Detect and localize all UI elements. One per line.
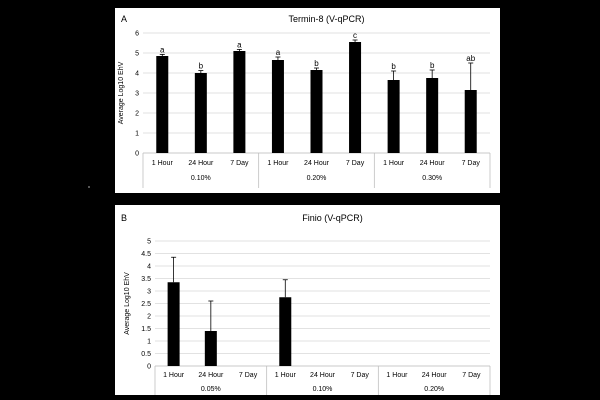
chart-b-category-label: 7 Day: [351, 372, 370, 379]
chart-a-ytick-label: 5: [135, 51, 139, 58]
chart-a-ytick-label: 4: [135, 71, 139, 78]
chart-a-bar: [233, 51, 246, 153]
chart-b-bar: [167, 282, 180, 366]
chart-b-bar: [204, 331, 217, 366]
chart-b-ytick-label: 4: [147, 264, 151, 271]
chart-b-bar: [279, 297, 292, 366]
chart-b-group-label: 0.20%: [424, 386, 444, 393]
chart-a-category-label: 1 Hour: [383, 160, 405, 167]
chart-b-category-label: 24 Hour: [310, 372, 336, 379]
chart-b-ytick-label: 0.5: [141, 351, 151, 358]
chart-b-ytick-label: 0: [147, 364, 151, 371]
chart-b-category-label: 1 Hour: [163, 372, 185, 379]
chart-b-ytick-label: 1: [147, 339, 151, 346]
chart-a-bar: [310, 70, 323, 153]
chart-b-category-label: 7 Day: [462, 372, 481, 379]
chart-a-significance-letter: b: [314, 59, 319, 68]
chart-a-svg: A Termin-8 (V-qPCR) 0 1 2 3 4 5 6 Average Log10 E…: [118, 14, 491, 188]
chart-a-significance-letter: a: [276, 48, 281, 57]
chart-a-ytick-label: 2: [135, 111, 139, 118]
chart-b-category-label: 24 Hour: [422, 372, 448, 379]
chart-a-ytick-label: 1: [135, 131, 139, 138]
chart-panel-a: A Termin-8 (V-qPCR) 0 1 2 3 4 5 6 Average Log10 E…: [115, 8, 500, 193]
chart-b-ytick-label: 4.5: [141, 251, 151, 258]
chart-a-significance-letter: b: [430, 61, 435, 70]
chart-a-significance-letter: ab: [466, 54, 475, 63]
chart-a-bar: [156, 56, 169, 153]
chart-a-category-label: 7 Day: [230, 160, 249, 167]
chart-panel-b: B Finio (V-qPCR) 0 0.5 1 1.5 2 2.5 3 3.5 4 4.5 5 Aver…: [115, 205, 500, 395]
chart-a-bar: [349, 42, 362, 153]
chart-a-category-label: 7 Day: [462, 160, 481, 167]
chart-b-group-label: 0.10%: [313, 386, 333, 393]
chart-b-ytick-label: 3.5: [141, 276, 151, 283]
chart-a-significance-letter: b: [391, 62, 396, 71]
chart-b-ytick-label: 2.5: [141, 301, 151, 308]
chart-a-bar: [426, 78, 439, 153]
chart-b-group-label: 0.05%: [201, 386, 221, 393]
chart-a-significance-letter: a: [160, 45, 165, 54]
chart-b-ytick-label: 1.5: [141, 326, 151, 333]
chart-a-significance-letter: b: [199, 62, 204, 71]
chart-b-panel-label: B: [121, 213, 127, 223]
chart-b-ytick-label: 3: [147, 289, 151, 296]
chart-a-bar: [271, 60, 284, 153]
chart-a-significance-letter: a: [237, 40, 242, 49]
chart-a-ytick-label: 3: [135, 91, 139, 98]
chart-a-ylabel: Average Log10 EhV: [118, 61, 125, 124]
chart-a-category-label: 7 Day: [346, 160, 365, 167]
chart-b-category-label: 24 Hour: [198, 372, 224, 379]
chart-b-ytick-label: 2: [147, 314, 151, 321]
chart-b-category-label: 1 Hour: [386, 372, 408, 379]
chart-a-group-label: 0.10%: [191, 175, 211, 182]
chart-a-category-label: 1 Hour: [152, 160, 174, 167]
chart-a-ytick-label: 6: [135, 31, 139, 38]
chart-a-group-label: 0.20%: [307, 175, 327, 182]
chart-b-title: Finio (V-qPCR): [302, 213, 363, 223]
chart-a-significance-letter: c: [353, 31, 357, 40]
chart-a-category-label: 1 Hour: [267, 160, 289, 167]
chart-a-ytick-label: 0: [135, 151, 139, 158]
chart-a-bar: [194, 73, 207, 153]
chart-a-panel-label: A: [121, 14, 127, 24]
chart-a-category-label: 24 Hour: [188, 160, 214, 167]
chart-a-bar: [464, 90, 477, 153]
chart-b-category-label: 1 Hour: [275, 372, 297, 379]
chart-b-category-label: 7 Day: [239, 372, 258, 379]
chart-b-ytick-label: 5: [147, 239, 151, 246]
chart-b-ylabel: Average Log10 EhV: [124, 272, 131, 335]
stray-mark: [88, 186, 90, 188]
chart-a-category-label: 24 Hour: [420, 160, 446, 167]
chart-a-category-label: 24 Hour: [304, 160, 330, 167]
chart-a-bar: [387, 80, 400, 153]
chart-a-title: Termin-8 (V-qPCR): [288, 14, 364, 24]
chart-a-group-label: 0.30%: [422, 175, 442, 182]
chart-b-svg: B Finio (V-qPCR) 0 0.5 1 1.5 2 2.5 3 3.5 4 4.5 5 Aver…: [121, 213, 491, 395]
